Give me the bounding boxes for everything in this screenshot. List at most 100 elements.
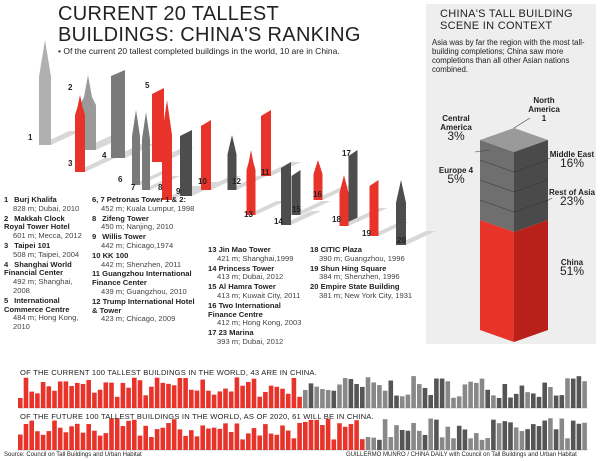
region-share: 5%: [447, 172, 465, 186]
strip-building: [462, 384, 468, 408]
strip-building: [394, 395, 399, 408]
rank: 13: [208, 245, 217, 254]
strip-building: [365, 377, 371, 408]
strip-building: [559, 418, 565, 450]
strip-building: [246, 433, 251, 450]
building-entry: 15 Al Hamra Tower 413 m; Kuwait City, 201…: [208, 282, 308, 301]
strips: [18, 376, 588, 451]
building-name: Makkah Clock Royal Tower Hotel: [4, 213, 70, 232]
strip-building: [52, 420, 57, 450]
building-silhouette: [348, 150, 358, 222]
building-shadow: [291, 201, 331, 215]
strip-building: [86, 424, 91, 450]
strip-building: [63, 432, 69, 450]
leader-lines: [474, 117, 553, 206]
building-entry: 10 KK 100 442 m; Shenzhen, 2011: [92, 251, 197, 270]
strip-building: [18, 397, 23, 408]
strip-building: [200, 425, 205, 450]
strip-building: [456, 396, 462, 408]
strip-building: [439, 378, 445, 408]
strip-building: [479, 439, 485, 450]
strip-building: [200, 379, 205, 408]
strip-building: [80, 432, 86, 450]
building-silhouette: [291, 170, 301, 215]
strip-building: [206, 390, 211, 408]
building-detail: 413 m; Dubai, 2012: [217, 272, 284, 282]
rank: 20: [310, 282, 319, 292]
building-entry: 5 International Commerce Centre 484 m; Ho…: [4, 296, 82, 332]
strip-building: [451, 438, 456, 450]
source: Source: Council on Tall Buildings and Ur…: [4, 452, 142, 458]
strip-building: [479, 378, 485, 408]
skyline-label: 5: [145, 81, 150, 90]
strip-building: [40, 381, 46, 408]
strip-building: [285, 430, 291, 450]
strip-building: [519, 431, 525, 450]
strip-building: [411, 422, 416, 450]
strip-building: [411, 376, 416, 408]
building-detail: 450 m; Nanjing, 2010: [101, 222, 174, 232]
strip-building: [297, 396, 302, 408]
strip-building: [303, 389, 308, 408]
strip-building: [46, 431, 52, 450]
strip-building: [75, 423, 80, 450]
building-entry: 17 23 Marina 393 m; Dubai, 2012: [208, 328, 308, 347]
building-name: Jin Mao Tower: [218, 245, 271, 254]
strip-building: [354, 384, 359, 408]
strip-building: [525, 392, 530, 408]
building-detail: 393 m; Dubai, 2012: [217, 336, 284, 346]
strip-building: [582, 381, 587, 408]
strip-building: [582, 422, 587, 450]
skyline-label: 20: [397, 236, 406, 245]
region-share: 23%: [559, 194, 585, 208]
strip-building: [114, 396, 120, 408]
strip-building: [342, 378, 348, 408]
strip-building: [103, 382, 109, 408]
strip-building: [553, 429, 559, 450]
strip-building: [291, 438, 297, 450]
strip-building: [542, 420, 547, 450]
subtitle: • Of the current 20 tallest completed bu…: [58, 46, 340, 56]
building-entry: 1 Burj Khalifa 828 m; Dubai, 2010: [4, 195, 82, 214]
strip-building: [508, 422, 513, 450]
strip-building: [399, 396, 405, 408]
region: North America 1: [522, 96, 566, 123]
rank: 2: [4, 213, 9, 223]
strip-building: [314, 386, 319, 408]
strip-building: [126, 420, 131, 450]
strip-building: [474, 382, 479, 408]
strip-building: [491, 395, 496, 408]
strip-building: [154, 377, 160, 408]
building-name: Burj Khalifa: [14, 195, 57, 204]
strip-building: [485, 437, 490, 450]
strip-building: [274, 386, 280, 408]
strip-building: [445, 426, 451, 450]
strip-building: [325, 389, 331, 408]
strip-building: [371, 382, 376, 408]
building-silhouette: [132, 110, 140, 185]
building-detail: 421 m; Shanghai,1999: [217, 253, 294, 263]
strip-building: [570, 420, 576, 450]
strip-building: [69, 386, 74, 408]
rank: 18: [310, 245, 319, 254]
region: Middle East 16%: [548, 150, 596, 169]
skyline-label: 6: [118, 175, 123, 184]
strip-building: [377, 385, 382, 408]
skyline-label: 14: [274, 217, 283, 226]
building-silhouette: [39, 40, 51, 145]
building-silhouette: [261, 110, 271, 176]
strip-building: [308, 419, 314, 450]
rank: 8: [92, 213, 97, 223]
strip-building: [331, 439, 337, 450]
region-share: 3%: [447, 129, 465, 143]
strip-building: [548, 387, 553, 408]
strip-building: [297, 422, 302, 450]
strip-building: [417, 384, 422, 408]
skyline-label: 7: [131, 183, 136, 192]
strip-building: [519, 385, 525, 408]
strip-building: [468, 438, 473, 450]
strip-building: [97, 435, 103, 450]
building-shadow: [132, 171, 170, 185]
skyline-label: 18: [332, 215, 341, 224]
